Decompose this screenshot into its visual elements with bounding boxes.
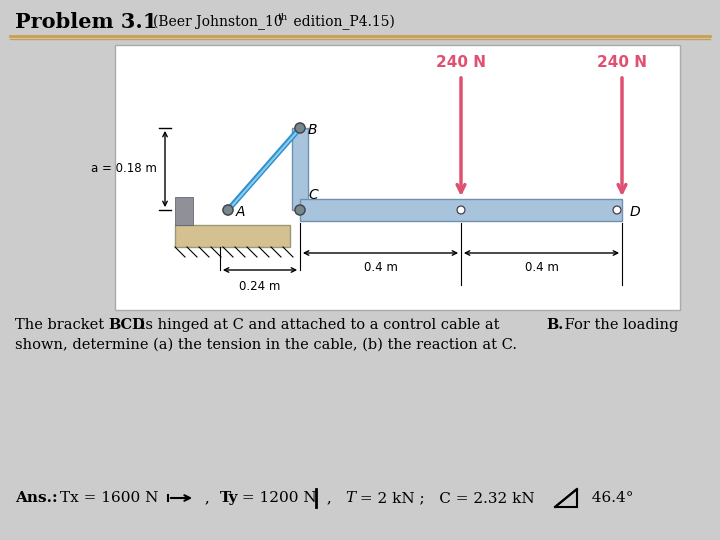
Text: Problem 3.1: Problem 3.1 [15,12,158,32]
Text: = 2 kN ;   C = 2.32 kN: = 2 kN ; C = 2.32 kN [355,491,535,505]
Text: edition_P4.15): edition_P4.15) [289,15,395,30]
Circle shape [295,123,305,133]
Bar [300,199,622,221]
Bar [292,128,308,210]
Text: T: T [345,491,355,505]
Bar [115,45,680,310]
Text: B.: B. [546,318,563,332]
Text: C: C [308,188,318,202]
Text: For the loading: For the loading [560,318,678,332]
Text: Tx = 1600 N: Tx = 1600 N [60,491,158,505]
Text: A: A [236,205,246,219]
Bar [175,197,193,225]
Circle shape [457,206,465,214]
Circle shape [613,206,621,214]
Text: is hinged at C and attached to a control cable at: is hinged at C and attached to a control… [136,318,504,332]
Text: 46.4°: 46.4° [582,491,634,505]
Text: 240 N: 240 N [597,55,647,70]
Text: B: B [308,123,318,137]
Text: th: th [278,12,288,22]
Text: a = 0.18 m: a = 0.18 m [91,163,157,176]
Circle shape [295,205,305,215]
Text: = 1200 N: = 1200 N [237,491,317,505]
Text: ,: , [200,491,220,505]
Text: BCD: BCD [108,318,145,332]
Text: shown, determine (a) the tension in the cable, (b) the reaction at C.: shown, determine (a) the tension in the … [15,338,517,352]
Text: ,: , [322,491,346,505]
Text: Ty: Ty [220,491,238,505]
Text: 0.24 m: 0.24 m [239,280,281,293]
Text: (Beer Johnston_10: (Beer Johnston_10 [153,15,283,30]
Text: The bracket: The bracket [15,318,109,332]
Text: 0.4 m: 0.4 m [525,261,559,274]
Text: D: D [630,205,641,219]
Text: 0.4 m: 0.4 m [364,261,397,274]
Text: Ans.:: Ans.: [15,491,63,505]
Circle shape [223,205,233,215]
Bar [175,225,290,247]
Text: 240 N: 240 N [436,55,486,70]
